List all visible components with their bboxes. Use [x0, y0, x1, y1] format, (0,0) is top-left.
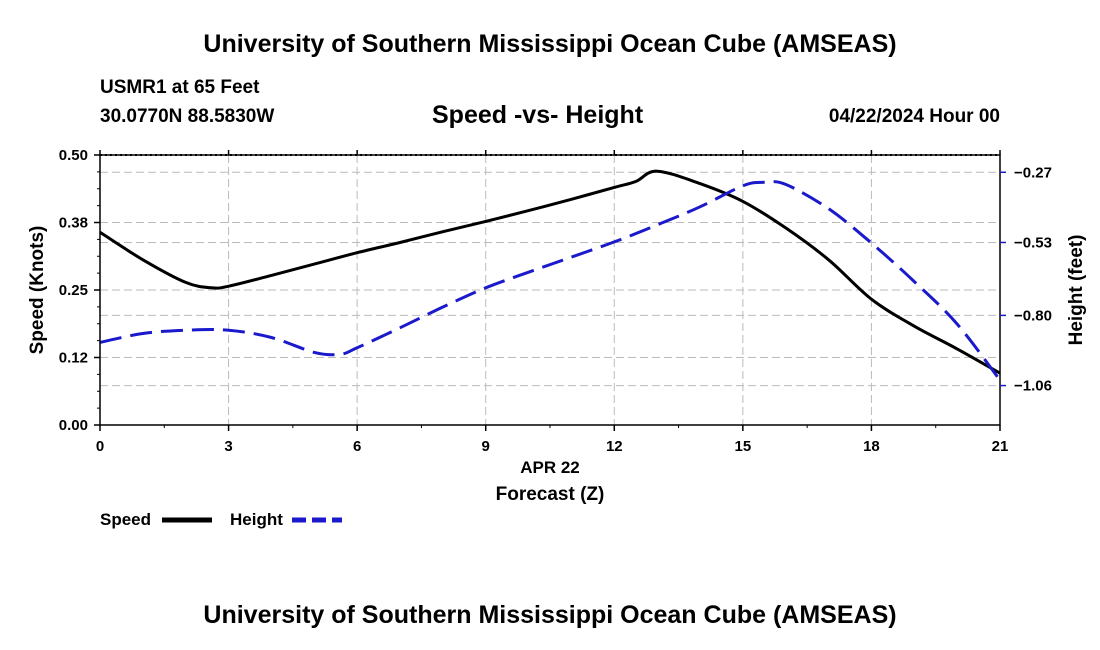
- y-tick-label: 0.50: [59, 147, 88, 164]
- series-layer: [99, 169, 1002, 382]
- legend: Speed Height: [100, 510, 342, 529]
- axis-labels: 0 3 6 9 12 15 18 21 0.00 0.12 0.25 0.38 0.50 −0.27 −0.…: [27, 147, 1087, 505]
- grid-lines: [100, 155, 1000, 425]
- chart-title: Speed -vs- Height: [432, 101, 644, 129]
- x-tick-label: 9: [482, 438, 490, 455]
- y2-tick-label: −1.06: [1014, 378, 1052, 395]
- y2-tick-label: −0.53: [1014, 234, 1052, 251]
- axis-ticks: [94, 150, 1006, 431]
- x-tick-label: 18: [863, 438, 880, 455]
- legend-height-label: Height: [230, 510, 283, 529]
- forecast-datetime: 04/22/2024 Hour 00: [828, 106, 1000, 127]
- series-height-line: [99, 180, 1002, 382]
- x-tick-label: 12: [606, 438, 623, 455]
- y2-axis-label: Height (feet): [1066, 235, 1087, 346]
- y2-tick-label: −0.80: [1014, 307, 1052, 324]
- x-axis-label: Forecast (Z): [496, 484, 605, 505]
- x-tick-label: 21: [992, 438, 1009, 455]
- x-axis-date-label: APR 22: [520, 458, 580, 477]
- y2-tick-label: −0.27: [1014, 164, 1052, 181]
- station-label: USMR1 at 65 Feet: [100, 77, 260, 98]
- y-axis-label: Speed (Knots): [27, 226, 48, 355]
- y-tick-label: 0.38: [59, 215, 88, 232]
- page-title: University of Southern Mississippi Ocean…: [203, 30, 897, 58]
- x-tick-label: 6: [353, 438, 361, 455]
- x-tick-label: 3: [224, 438, 232, 455]
- legend-speed-label: Speed: [100, 510, 151, 529]
- y-tick-label: 0.25: [59, 282, 88, 299]
- y-tick-label: 0.12: [59, 350, 88, 367]
- station-coordinates: 30.0770N 88.5830W: [100, 106, 275, 127]
- footer-title: University of Southern Mississippi Ocean…: [203, 601, 897, 629]
- series-speed-line: [99, 169, 1001, 375]
- x-tick-label: 0: [96, 438, 104, 455]
- x-tick-label: 15: [735, 438, 752, 455]
- y-tick-label: 0.00: [59, 417, 88, 434]
